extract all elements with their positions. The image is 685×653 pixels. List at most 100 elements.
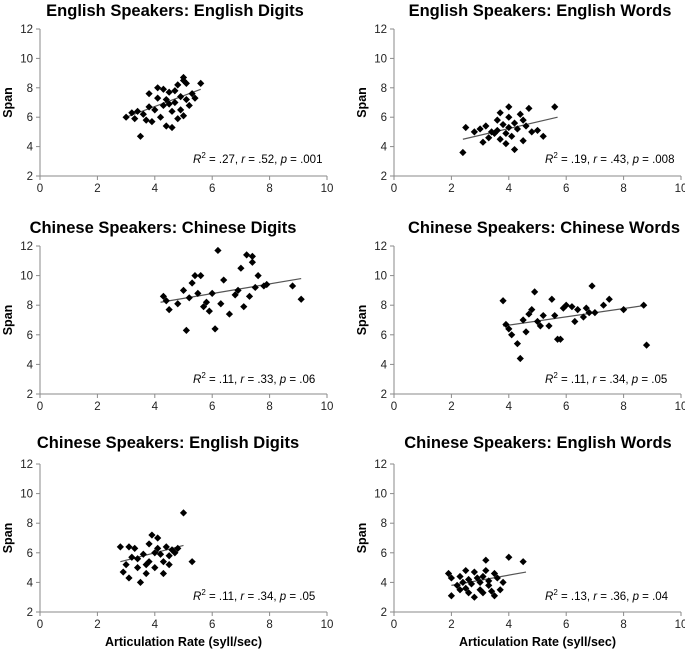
data-point	[470, 128, 478, 136]
data-point	[465, 575, 473, 584]
data-point	[248, 252, 256, 260]
stats-annotation: R2 = .11, r = .34, p = .05	[193, 588, 315, 603]
data-point	[510, 119, 519, 127]
data-point	[179, 509, 188, 517]
x-tick-label: 2	[448, 183, 454, 195]
data-point	[444, 569, 453, 578]
data-point	[487, 587, 496, 595]
x-tick-label: 10	[675, 401, 685, 413]
data-point	[145, 558, 153, 566]
data-point	[162, 122, 170, 130]
data-point	[145, 103, 153, 111]
data-point	[263, 280, 271, 289]
data-point	[605, 295, 613, 303]
data-point	[505, 103, 513, 111]
data-point	[165, 100, 173, 108]
data-point	[502, 320, 510, 329]
data-point	[513, 340, 522, 348]
x-tick-label: 6	[563, 183, 569, 195]
data-point	[177, 93, 185, 101]
y-tick-label: 8	[27, 518, 33, 530]
data-point	[177, 106, 185, 114]
x-tick-label: 6	[209, 183, 215, 195]
x-tick-label: 6	[209, 401, 215, 413]
data-point	[508, 331, 516, 339]
data-point	[188, 558, 196, 566]
data-point	[162, 95, 170, 104]
data-point	[588, 282, 596, 290]
data-point	[525, 310, 533, 318]
data-point	[119, 568, 127, 576]
data-point	[502, 140, 510, 148]
y-tick-label: 10	[20, 489, 33, 501]
data-point	[208, 289, 216, 297]
y-tick-label: 4	[27, 359, 34, 371]
data-point	[162, 297, 170, 305]
data-point	[459, 578, 467, 586]
y-tick-label: 6	[381, 548, 387, 560]
x-tick-label: 8	[266, 619, 272, 631]
data-point	[562, 301, 570, 309]
y-tick-label: 2	[27, 389, 33, 401]
x-tick-label: 4	[506, 401, 513, 413]
data-point	[496, 135, 504, 143]
y-tick-label: 8	[27, 83, 33, 95]
stats-annotation: R2 = .11, r = .33, p = .06	[193, 371, 315, 386]
y-tick-label: 6	[381, 112, 387, 124]
data-point	[505, 553, 513, 561]
data-point	[496, 586, 504, 594]
data-point	[485, 581, 493, 589]
x-tick-label: 4	[506, 183, 513, 195]
y-axis-label: Span	[355, 305, 369, 336]
x-tick-label: 2	[94, 183, 100, 195]
data-point	[476, 586, 484, 594]
data-point	[194, 289, 202, 297]
data-point	[179, 112, 188, 120]
data-point	[456, 572, 464, 581]
data-point	[142, 561, 150, 569]
y-tick-label: 6	[381, 330, 387, 342]
x-axis-label: Articulation Rate (syll/sec)	[105, 635, 262, 649]
data-point	[159, 292, 168, 300]
data-point	[185, 294, 193, 302]
y-tick-label: 6	[27, 112, 33, 124]
data-point	[536, 322, 544, 330]
data-point	[620, 306, 628, 314]
y-tick-label: 12	[374, 241, 387, 253]
x-tick-label: 4	[506, 619, 513, 631]
data-point	[145, 540, 153, 548]
data-point	[159, 85, 168, 93]
data-point	[513, 125, 522, 133]
data-point	[174, 300, 182, 308]
y-tick-label: 8	[381, 518, 387, 530]
stats-annotation: R2 = .19, r = .43, p = .008	[545, 151, 674, 166]
data-point	[447, 592, 455, 600]
data-point	[188, 279, 196, 287]
data-point	[519, 558, 527, 566]
x-tick-label: 0	[37, 619, 43, 631]
data-point	[556, 335, 565, 343]
data-point	[462, 584, 470, 592]
data-point	[599, 301, 608, 309]
y-tick-label: 4	[27, 142, 34, 154]
y-tick-label: 12	[20, 459, 33, 471]
y-tick-label: 10	[20, 271, 33, 283]
data-point	[165, 552, 173, 560]
data-point	[165, 561, 173, 569]
data-point	[519, 137, 527, 145]
data-point	[199, 303, 208, 311]
data-point	[505, 113, 513, 121]
data-point	[508, 132, 516, 140]
data-point	[145, 90, 153, 98]
data-point	[191, 94, 199, 102]
stats-annotation: R2 = .13, r = .36, p = .04	[545, 588, 669, 603]
x-tick-label: 10	[675, 183, 685, 195]
data-point	[171, 98, 179, 107]
data-point	[139, 550, 147, 558]
data-point	[254, 272, 262, 280]
data-point	[182, 79, 190, 87]
data-point	[516, 354, 524, 363]
y-tick-label: 4	[27, 577, 34, 589]
data-point	[551, 311, 559, 320]
data-point	[642, 341, 651, 349]
